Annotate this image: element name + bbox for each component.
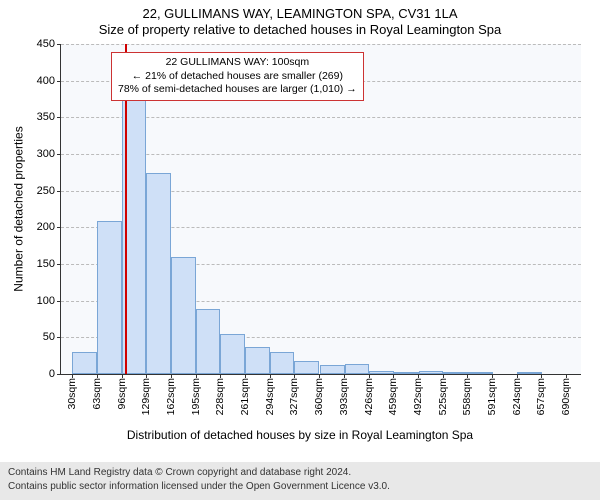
x-tick-label: 261sqm xyxy=(239,378,251,415)
grid-line xyxy=(61,44,581,45)
x-tick-label: 195sqm xyxy=(190,378,202,415)
histogram-bar xyxy=(517,372,542,374)
chart-container: 22, GULLIMANS WAY, LEAMINGTON SPA, CV31 … xyxy=(0,0,600,500)
x-tick-label: 558sqm xyxy=(461,378,473,415)
y-tick-label: 450 xyxy=(37,38,55,50)
x-tick-label: 624sqm xyxy=(511,378,523,415)
y-tick-label: 400 xyxy=(37,75,55,87)
x-tick-label: 30sqm xyxy=(66,378,78,410)
y-tick-mark xyxy=(57,154,61,155)
histogram-bar xyxy=(171,257,196,374)
y-tick-label: 150 xyxy=(37,258,55,270)
histogram-bar xyxy=(294,361,319,374)
histogram-bar xyxy=(220,334,245,374)
annotation-line-2: ← 21% of detached houses are smaller (26… xyxy=(118,70,357,84)
footer: Contains HM Land Registry data © Crown c… xyxy=(0,462,600,500)
y-tick-label: 100 xyxy=(37,295,55,307)
histogram-bar xyxy=(443,372,468,374)
y-tick-label: 300 xyxy=(37,148,55,160)
x-tick-label: 360sqm xyxy=(313,378,325,415)
x-tick-label: 690sqm xyxy=(560,378,572,415)
title-line-1: 22, GULLIMANS WAY, LEAMINGTON SPA, CV31 … xyxy=(0,6,600,21)
x-tick-label: 426sqm xyxy=(363,378,375,415)
annotation-line-3: 78% of semi-detached houses are larger (… xyxy=(118,83,357,97)
y-tick-label: 250 xyxy=(37,185,55,197)
y-tick-mark xyxy=(57,117,61,118)
y-tick-label: 0 xyxy=(49,368,55,380)
x-tick-label: 393sqm xyxy=(338,378,350,415)
x-axis-label: Distribution of detached houses by size … xyxy=(0,428,600,442)
y-tick-mark xyxy=(57,374,61,375)
x-tick-label: 591sqm xyxy=(486,378,498,415)
histogram-bar xyxy=(345,364,370,374)
y-tick-mark xyxy=(57,191,61,192)
footer-line-2: Contains public sector information licen… xyxy=(8,480,592,494)
histogram-bar xyxy=(394,372,419,374)
histogram-bar xyxy=(146,173,171,374)
y-tick-mark xyxy=(57,81,61,82)
x-tick-label: 129sqm xyxy=(140,378,152,415)
y-tick-label: 50 xyxy=(43,331,55,343)
x-tick-label: 63sqm xyxy=(91,378,103,410)
x-tick-label: 657sqm xyxy=(535,378,547,415)
y-tick-mark xyxy=(57,264,61,265)
x-tick-label: 228sqm xyxy=(214,378,226,415)
annotation-line-1: 22 GULLIMANS WAY: 100sqm xyxy=(118,56,357,70)
x-tick-label: 96sqm xyxy=(116,378,128,410)
title-line-2: Size of property relative to detached ho… xyxy=(0,22,600,37)
histogram-bar xyxy=(97,221,122,374)
histogram-bar xyxy=(196,309,221,374)
x-tick-label: 492sqm xyxy=(412,378,424,415)
y-tick-mark xyxy=(57,337,61,338)
y-axis-label: Number of detached properties xyxy=(12,44,26,374)
x-tick-label: 162sqm xyxy=(165,378,177,415)
histogram-bar xyxy=(72,352,97,374)
x-tick-label: 327sqm xyxy=(288,378,300,415)
y-tick-mark xyxy=(57,44,61,45)
footer-line-1: Contains HM Land Registry data © Crown c… xyxy=(8,466,592,480)
histogram-bar xyxy=(320,365,345,374)
histogram-bar xyxy=(419,371,444,374)
histogram-bar xyxy=(245,347,270,374)
x-tick-label: 525sqm xyxy=(437,378,449,415)
y-tick-mark xyxy=(57,301,61,302)
plot-area: 05010015020025030035040045030sqm63sqm96s… xyxy=(60,44,581,375)
y-tick-label: 350 xyxy=(37,111,55,123)
histogram-bar xyxy=(270,352,295,374)
x-tick-label: 294sqm xyxy=(264,378,276,415)
annotation-box: 22 GULLIMANS WAY: 100sqm ← 21% of detach… xyxy=(111,52,364,101)
y-tick-mark xyxy=(57,227,61,228)
x-tick-label: 459sqm xyxy=(387,378,399,415)
y-tick-label: 200 xyxy=(37,221,55,233)
histogram-bar xyxy=(369,371,394,374)
histogram-bar xyxy=(468,372,493,374)
